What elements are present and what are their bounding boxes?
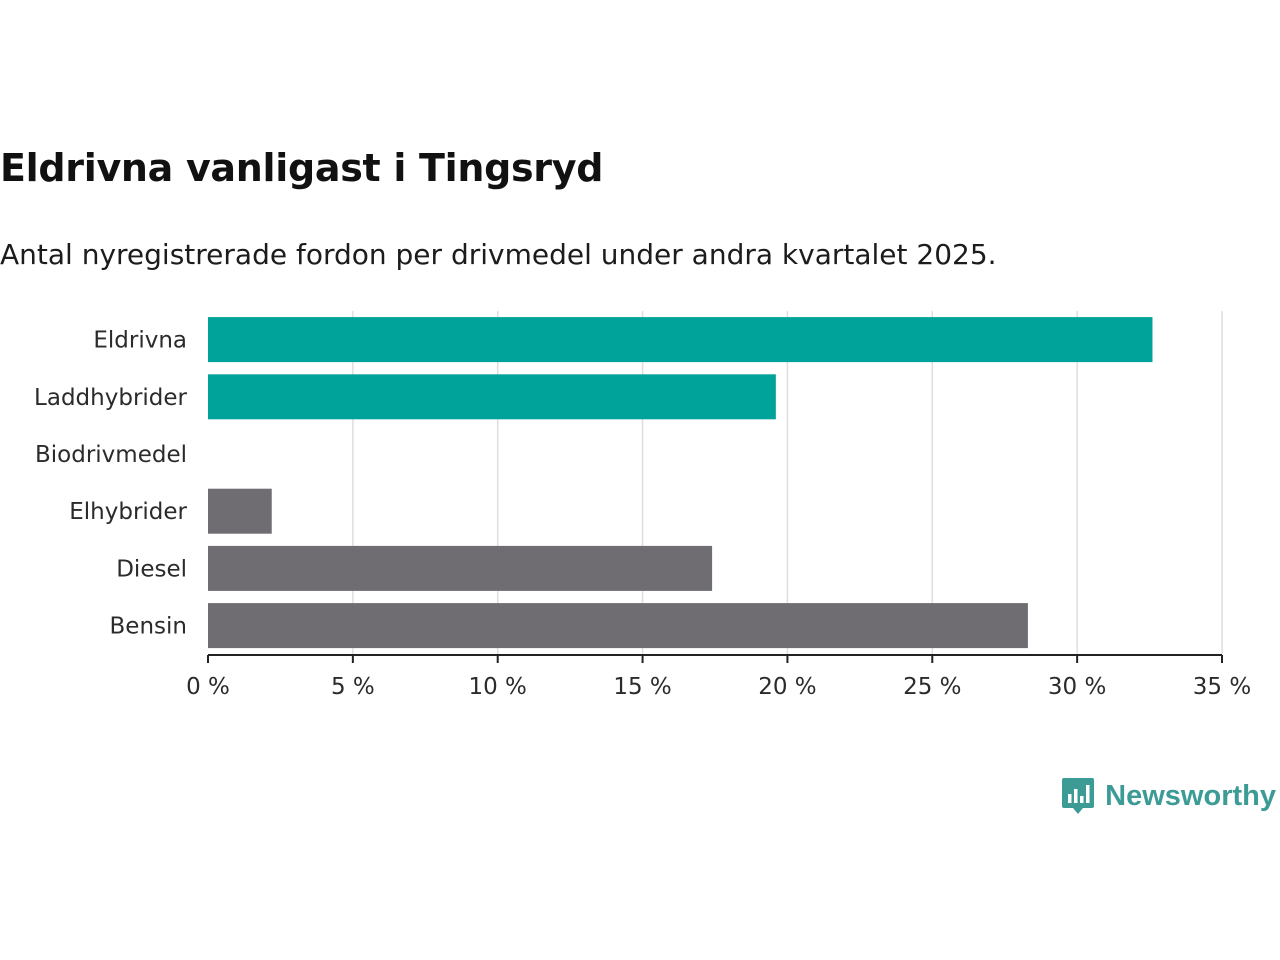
bar-bensin <box>208 603 1028 649</box>
category-label: Eldrivna <box>93 328 187 354</box>
category-label: Diesel <box>116 556 187 582</box>
newsworthy-logo-icon <box>1062 778 1095 814</box>
category-label: Laddhybrider <box>34 385 187 411</box>
bar-chart: Eldrivna Laddhybrider Biodrivmedel Elhybrid… <box>34 311 1251 700</box>
x-axis: 0 % 5 % 10 % 15 % 20 % 25 % 30 % 35 % <box>186 654 1251 700</box>
x-tick-label: 0 % <box>186 674 230 700</box>
brand-name: Newsworthy <box>1105 779 1276 812</box>
bar-elhybrider <box>208 488 272 534</box>
bar-eldrivna <box>208 317 1153 363</box>
x-tick-label: 20 % <box>758 674 816 700</box>
x-tick-label: 10 % <box>468 674 526 700</box>
x-tick-label: 30 % <box>1048 674 1106 700</box>
x-tick-label: 15 % <box>613 674 671 700</box>
x-tick-label: 35 % <box>1193 674 1251 700</box>
bar-diesel <box>208 545 713 591</box>
category-labels: Eldrivna Laddhybrider Biodrivmedel Elhybrid… <box>34 328 187 640</box>
chart-title: Eldrivna vanligast i Tingsryd <box>0 146 604 190</box>
gridlines <box>352 311 1223 655</box>
bar-laddhybrider <box>208 374 776 420</box>
brand-logo: Newsworthy <box>1061 776 1276 816</box>
bars <box>208 317 1153 649</box>
x-tick-label: 25 % <box>903 674 961 700</box>
chart-subtitle: Antal nyregistrerade fordon per drivmede… <box>0 238 997 271</box>
category-label: Bensin <box>110 614 187 640</box>
category-label: Biodrivmedel <box>35 442 187 468</box>
x-tick-label: 5 % <box>331 674 375 700</box>
category-label: Elhybrider <box>69 499 187 525</box>
